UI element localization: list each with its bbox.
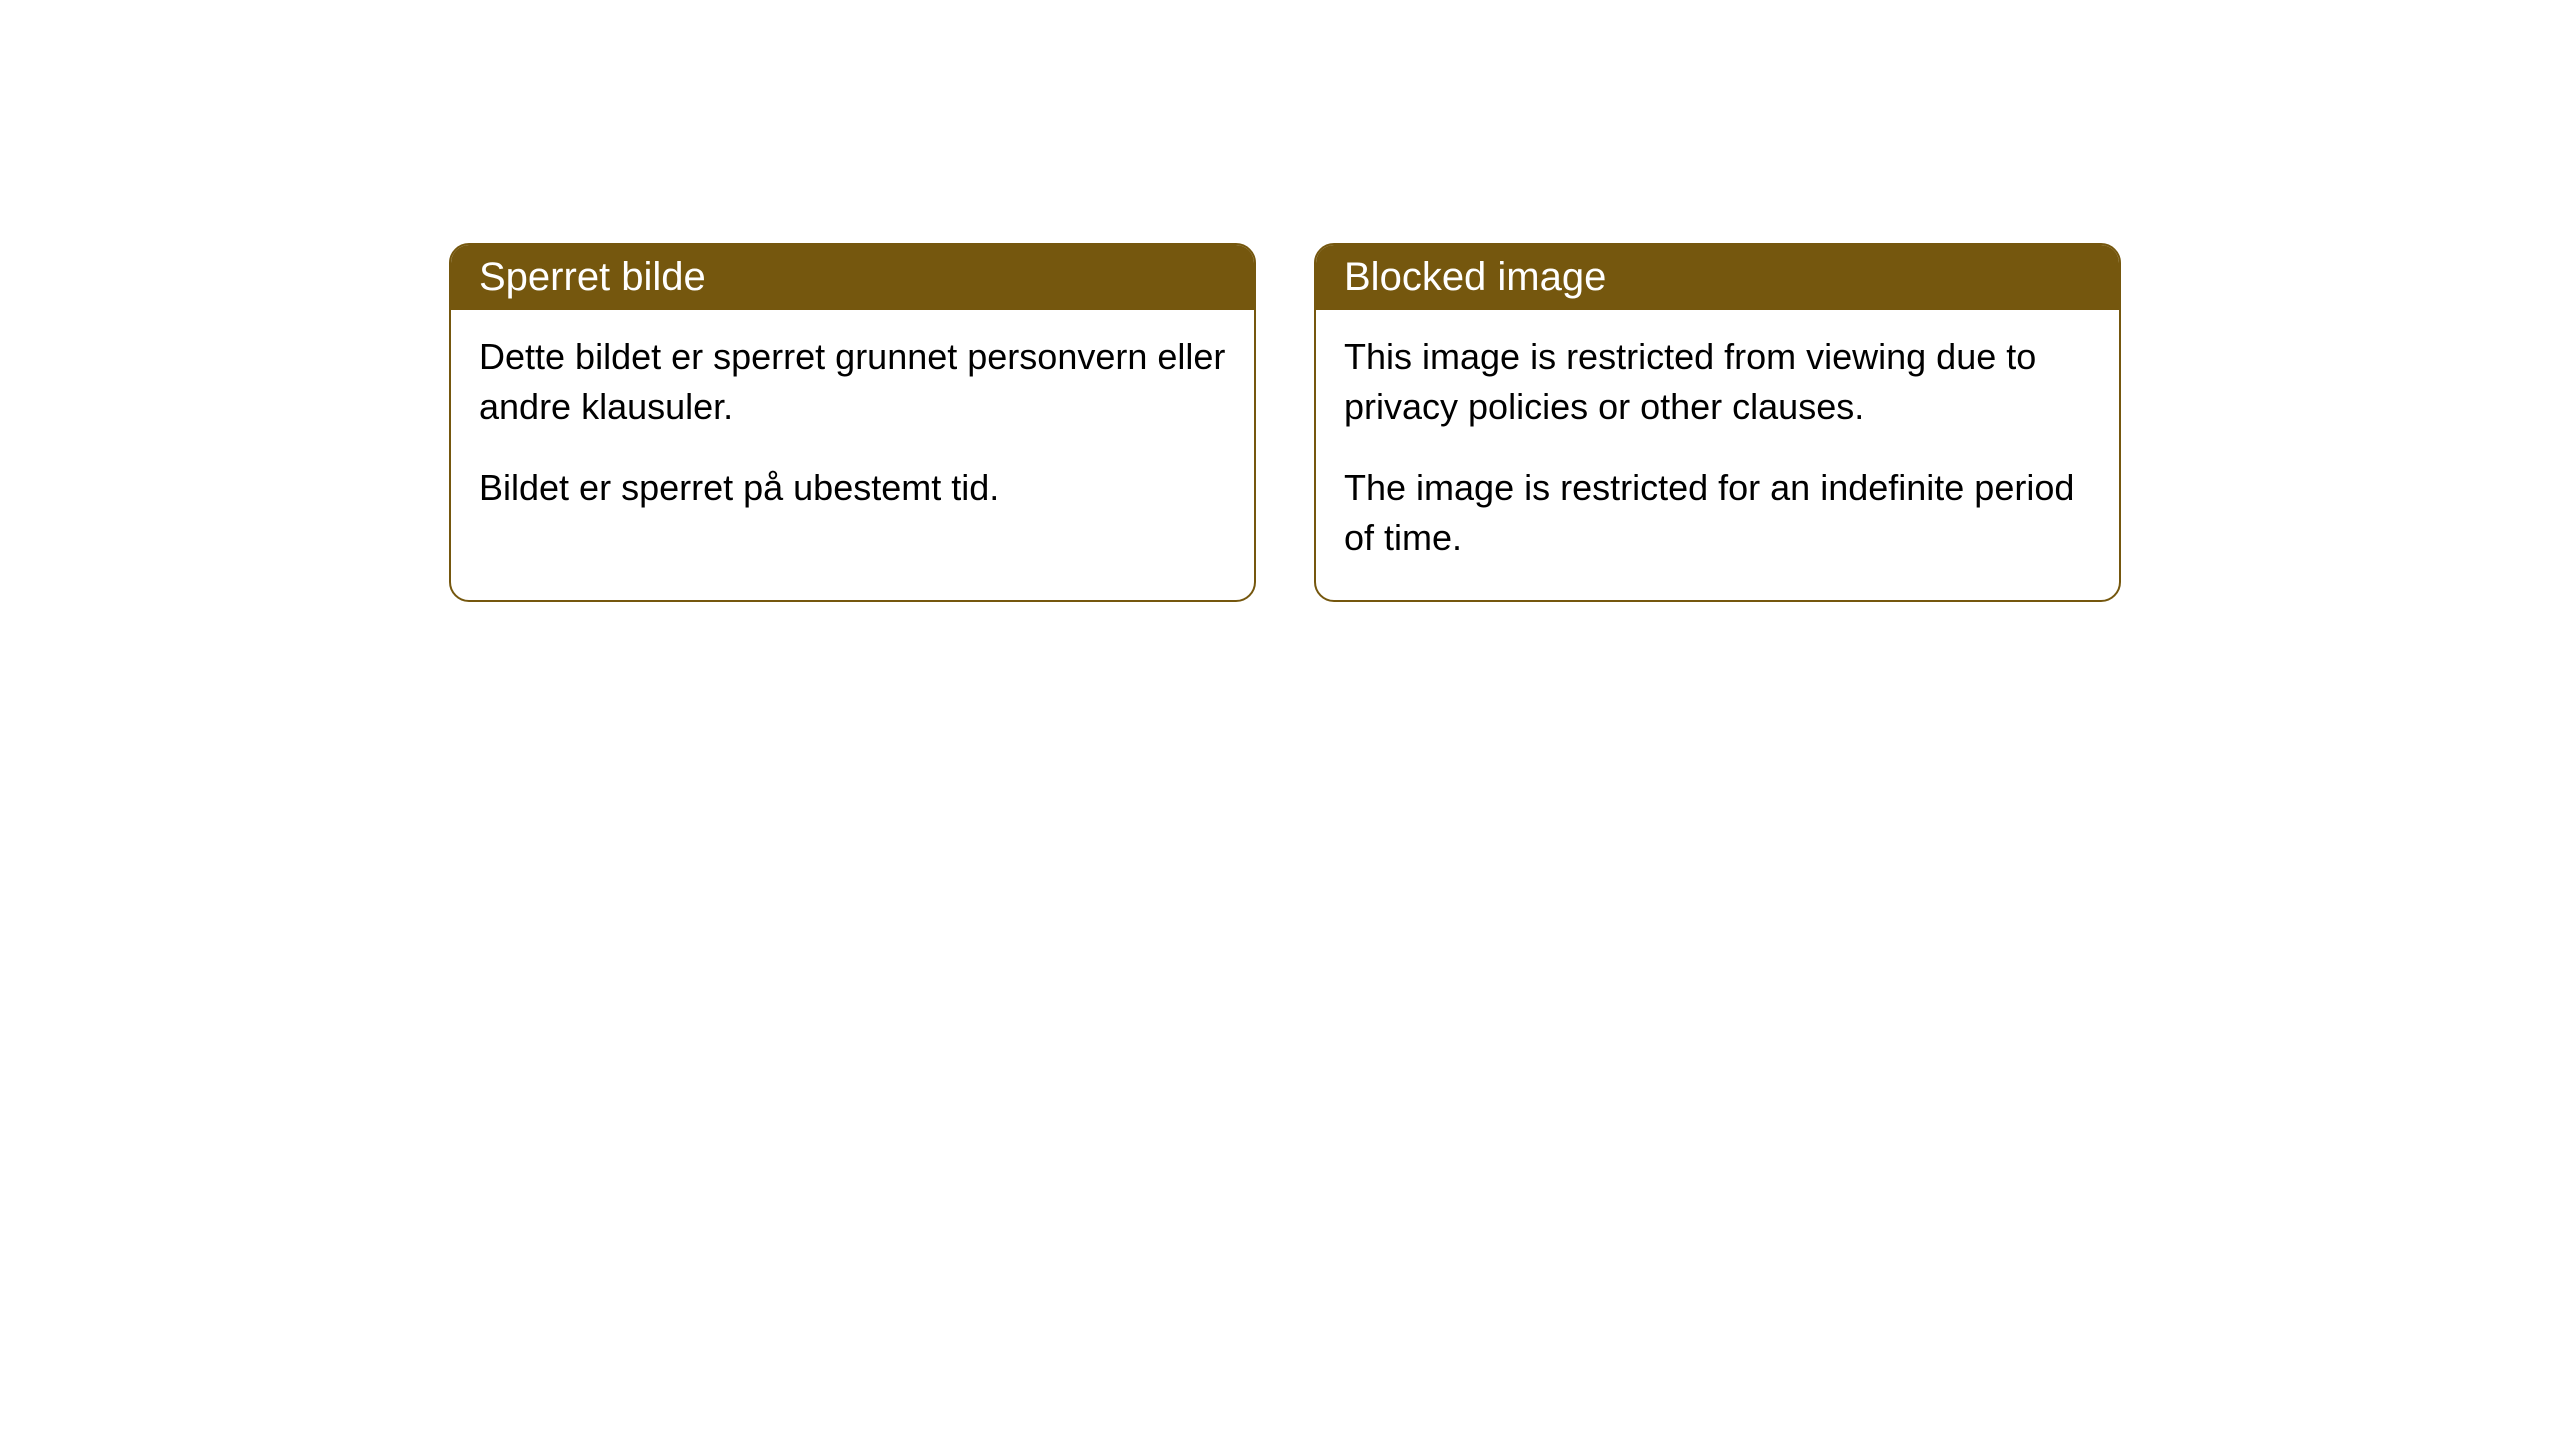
notice-card-norwegian: Sperret bilde Dette bildet er sperret gr… [449,243,1256,602]
card-title: Sperret bilde [479,255,706,299]
card-paragraph: The image is restricted for an indefinit… [1344,463,2091,564]
card-header-norwegian: Sperret bilde [451,245,1254,310]
card-title: Blocked image [1344,255,1606,299]
card-paragraph: Dette bildet er sperret grunnet personve… [479,332,1226,433]
card-body-english: This image is restricted from viewing du… [1316,310,2119,600]
card-header-english: Blocked image [1316,245,2119,310]
card-paragraph: Bildet er sperret på ubestemt tid. [479,463,1226,513]
card-paragraph: This image is restricted from viewing du… [1344,332,2091,433]
notice-card-english: Blocked image This image is restricted f… [1314,243,2121,602]
card-body-norwegian: Dette bildet er sperret grunnet personve… [451,310,1254,549]
notice-cards-container: Sperret bilde Dette bildet er sperret gr… [449,243,2121,602]
